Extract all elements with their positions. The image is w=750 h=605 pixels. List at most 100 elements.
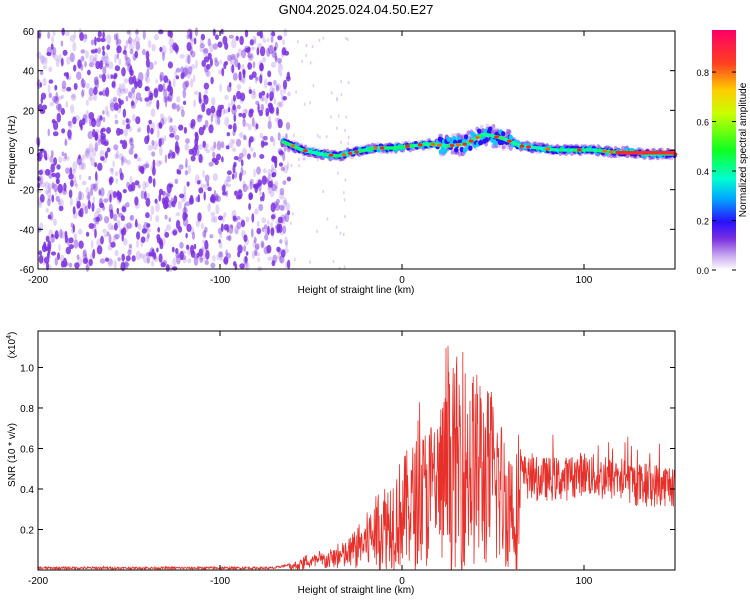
noise-blob — [215, 116, 218, 125]
noise-blob — [148, 90, 151, 96]
noise-blob — [243, 48, 247, 53]
noise-blob — [47, 183, 52, 191]
noise-blob — [139, 97, 143, 102]
noise-blob — [41, 244, 47, 253]
noise-blob — [196, 252, 200, 258]
noise-blob — [214, 57, 218, 62]
noise-blob — [76, 200, 81, 209]
noise-blob — [202, 124, 206, 131]
noise-blob — [236, 104, 241, 110]
noise-speck — [317, 134, 319, 138]
noise-blob — [228, 124, 233, 130]
noise-blob — [256, 178, 261, 187]
noise-blob — [206, 108, 212, 116]
track-cell — [462, 147, 468, 153]
noise-blob — [175, 67, 181, 73]
noise-blob — [42, 77, 47, 87]
noise-blob — [167, 61, 173, 69]
noise-blob — [90, 253, 93, 262]
noise-blob — [79, 191, 85, 201]
noise-blob — [109, 176, 114, 184]
noise-blob — [126, 118, 131, 125]
noise-blob — [101, 89, 107, 97]
noise-blob — [129, 69, 134, 77]
noise-blob — [240, 218, 244, 224]
noise-blob — [163, 135, 167, 142]
noise-blob — [146, 223, 151, 228]
noise-blob — [279, 162, 283, 167]
noise-blob — [204, 259, 209, 265]
noise-blob — [192, 74, 196, 83]
noise-blob — [155, 160, 162, 167]
noise-blob — [173, 131, 176, 139]
noise-blob — [187, 66, 193, 75]
noise-blob — [272, 254, 278, 264]
noise-blob — [237, 62, 241, 71]
noise-blob — [155, 215, 160, 223]
noise-blob — [102, 66, 107, 75]
noise-blob — [144, 160, 149, 168]
noise-blob — [239, 78, 244, 83]
y-tick-label: 60 — [23, 27, 35, 38]
noise-blob — [116, 45, 122, 54]
noise-blob — [61, 151, 65, 157]
track-halo — [479, 124, 484, 130]
noise-blob — [116, 38, 122, 45]
noise-blob — [111, 81, 116, 88]
noise-blob — [228, 82, 232, 88]
noise-blob — [71, 168, 76, 175]
noise-blob — [199, 43, 205, 49]
noise-blob — [80, 79, 86, 88]
noise-blob — [202, 239, 206, 244]
noise-blob — [46, 261, 49, 271]
noise-blob — [240, 166, 244, 177]
noise-blob — [113, 102, 119, 111]
noise-speck — [330, 115, 332, 119]
noise-blob — [183, 185, 187, 195]
noise-blob — [250, 46, 256, 51]
noise-blob — [49, 102, 55, 107]
noise-blob — [271, 31, 276, 37]
noise-blob — [73, 64, 77, 72]
noise-blob — [218, 251, 224, 261]
noise-blob — [106, 110, 110, 118]
noise-blob — [184, 80, 190, 88]
track-peak — [602, 149, 608, 153]
noise-blob — [53, 120, 59, 131]
noise-blob — [39, 55, 45, 64]
noise-blob — [210, 146, 216, 152]
noise-blob — [130, 214, 135, 221]
noise-blob — [101, 53, 106, 63]
noise-blob — [182, 257, 187, 264]
noise-blob — [68, 262, 73, 268]
noise-blob — [102, 110, 105, 115]
noise-blob — [243, 261, 248, 269]
noise-blob — [275, 83, 282, 91]
noise-blob — [112, 191, 117, 198]
noise-blob — [248, 74, 254, 80]
noise-blob — [120, 88, 126, 95]
noise-speck — [297, 40, 299, 44]
noise-blob — [68, 120, 73, 129]
noise-blob — [271, 87, 276, 95]
noise-blob — [204, 67, 210, 77]
noise-blob — [93, 86, 98, 96]
snr-y-ticks: 0.2 0.4 0.6 0.8 1.0 — [20, 363, 675, 536]
noise-speck — [343, 265, 346, 269]
noise-blob — [96, 114, 103, 123]
noise-blob — [247, 62, 253, 70]
noise-blob — [89, 55, 95, 64]
noise-blob — [69, 120, 73, 127]
noise-blob — [103, 216, 110, 224]
noise-blob — [259, 46, 266, 57]
noise-blob — [149, 92, 154, 98]
noise-blob — [145, 58, 150, 68]
noise-blob — [69, 197, 73, 206]
noise-blob — [159, 71, 165, 81]
noise-blob — [129, 175, 133, 184]
noise-blob — [114, 222, 118, 231]
noise-blob — [162, 51, 165, 62]
noise-blob — [190, 244, 195, 255]
noise-blob — [225, 183, 232, 188]
noise-blob — [91, 202, 95, 212]
